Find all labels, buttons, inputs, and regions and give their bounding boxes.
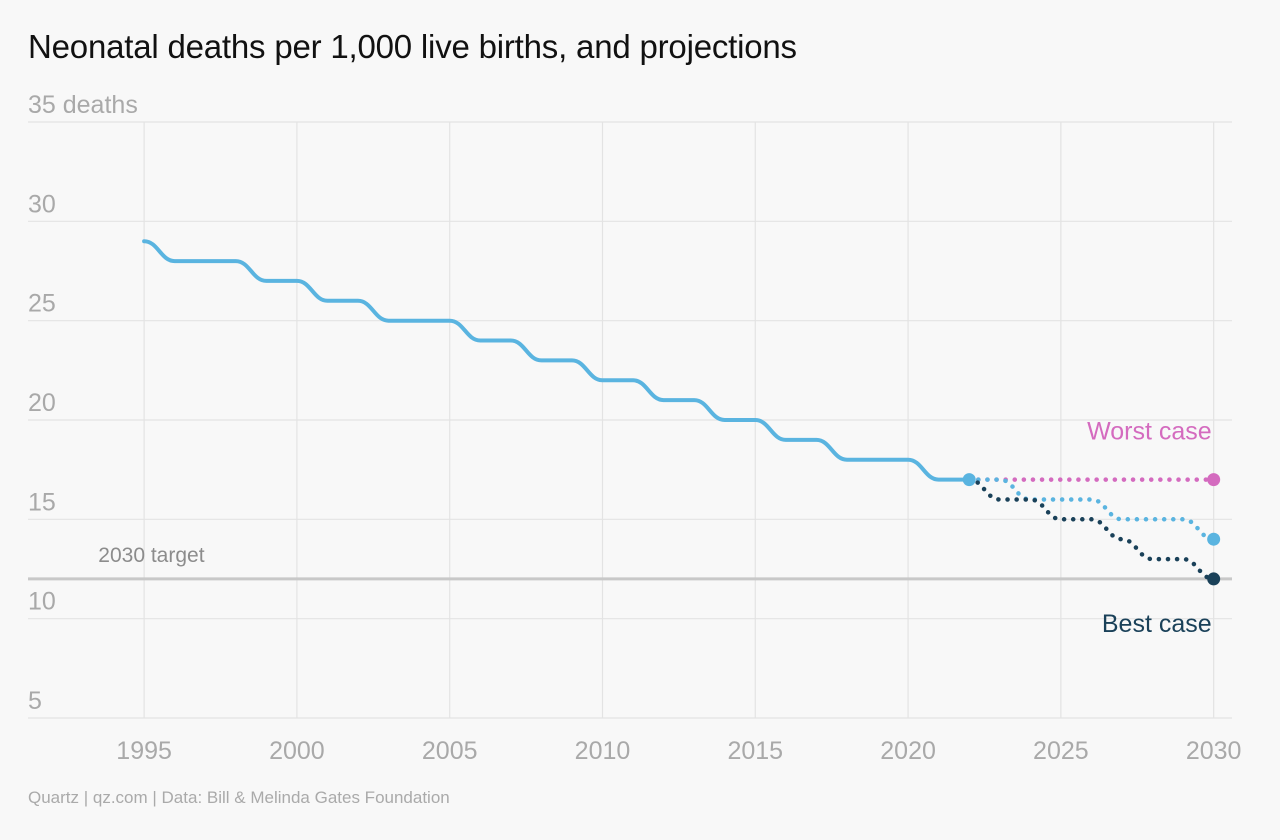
x-tick-label: 2030 xyxy=(1186,737,1242,765)
series-label-worst: Worst case xyxy=(1087,418,1212,446)
y-tick-label: 5 xyxy=(28,687,42,715)
target-line-group: 2030 target xyxy=(28,544,1232,581)
x-tick-label: 1995 xyxy=(116,737,172,765)
grid-lines xyxy=(28,121,1232,719)
series-lines xyxy=(142,239,1216,582)
chart-title: Neonatal deaths per 1,000 live births, a… xyxy=(28,28,797,65)
series-line-mid xyxy=(966,477,1216,542)
series-labels: Worst case Best case xyxy=(1087,418,1212,638)
x-tick-label: 2020 xyxy=(880,737,936,765)
y-tick-label: 10 xyxy=(28,588,56,616)
x-tick-label: 2010 xyxy=(575,737,631,765)
end-marker-worst xyxy=(1207,473,1221,487)
target-label: 2030 target xyxy=(98,544,204,567)
y-tick-label: 35 deaths xyxy=(28,91,138,119)
series-end-markers xyxy=(962,473,1221,586)
y-tick-label: 20 xyxy=(28,389,56,417)
end-marker-mid xyxy=(1207,532,1221,546)
series-line-best xyxy=(966,477,1216,582)
end-marker-best xyxy=(1207,572,1221,586)
x-tick-label: 2025 xyxy=(1033,737,1089,765)
x-tick-label: 2000 xyxy=(269,737,325,765)
source-note: Quartz | qz.com | Data: Bill & Melinda G… xyxy=(28,788,450,807)
y-tick-label: 25 xyxy=(28,290,56,318)
series-line-historical xyxy=(142,239,972,482)
x-tick-label: 2005 xyxy=(422,737,478,765)
series-label-best: Best case xyxy=(1102,610,1212,638)
end-marker-historical xyxy=(962,473,976,487)
y-tick-label: 30 xyxy=(28,190,56,218)
y-tick-label: 15 xyxy=(28,488,56,516)
x-tick-label: 2015 xyxy=(727,737,783,765)
